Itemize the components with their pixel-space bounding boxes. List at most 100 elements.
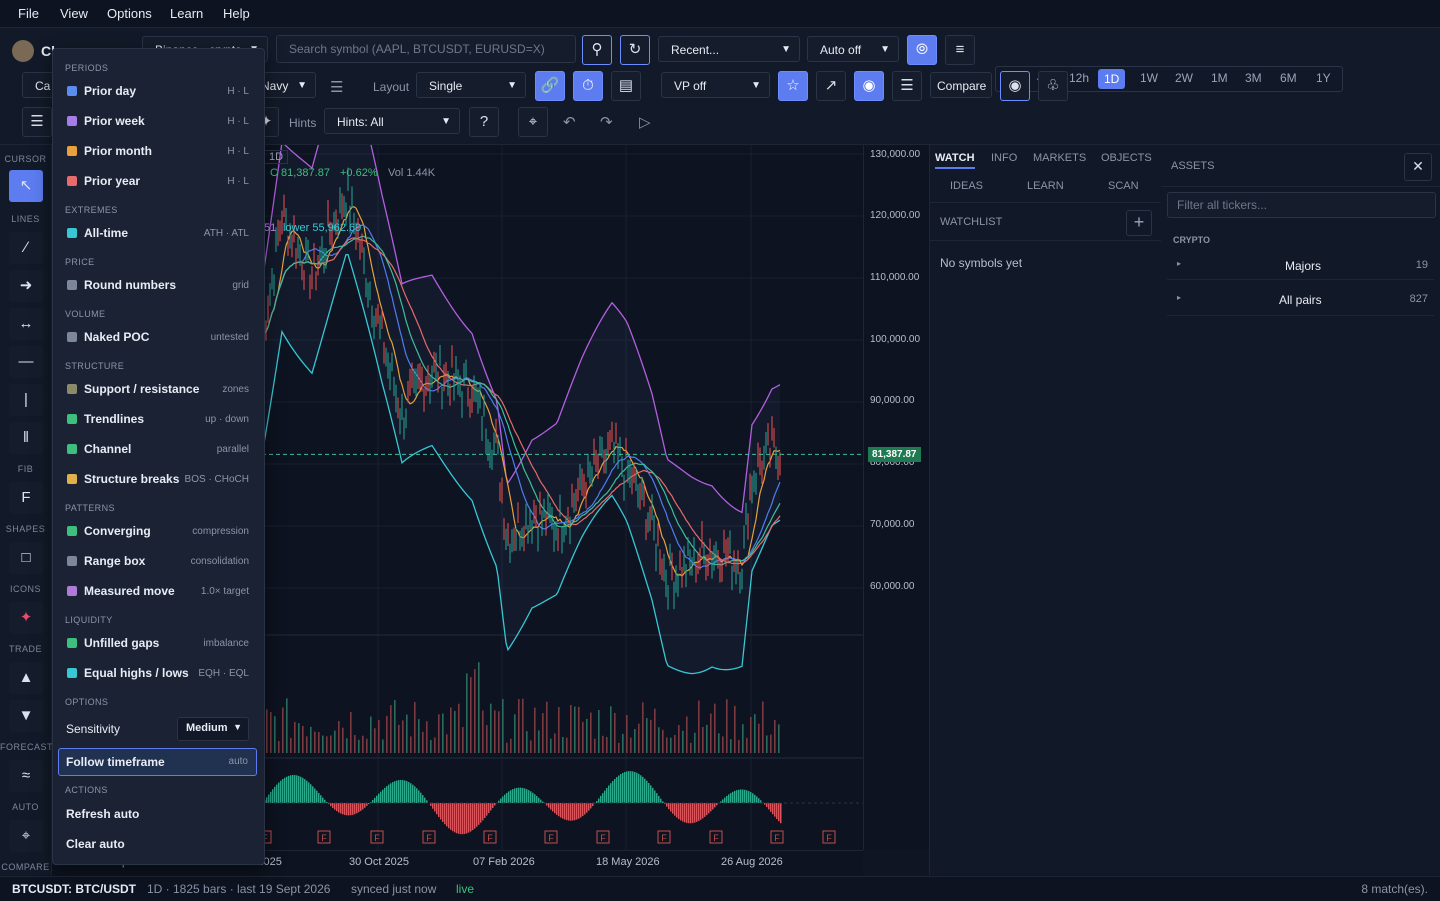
menu-options[interactable]: Options [107, 6, 152, 21]
compare-button[interactable]: Compare [930, 72, 992, 98]
tab-objects[interactable]: OBJECTS [1101, 152, 1152, 164]
cursor-tool[interactable]: ↖ [9, 170, 43, 202]
refresh-auto-button[interactable]: Refresh auto [66, 807, 139, 821]
asset-row-majors[interactable]: ▸ Majors 19 [1167, 251, 1434, 280]
hints-label: Hints [289, 116, 316, 130]
triangle-down-icon: ▼ [19, 707, 34, 724]
long-tool[interactable]: ▲ [9, 662, 43, 694]
tab-ideas[interactable]: IDEAS [950, 180, 983, 192]
menu-view[interactable]: View [60, 6, 88, 21]
pin-tool[interactable]: ✦ [9, 602, 43, 634]
tf-6m[interactable]: 6M [1280, 71, 1297, 85]
favorite-button[interactable]: ☆ [778, 71, 808, 101]
monitor-button[interactable]: ▤ [611, 71, 641, 101]
close-assets-button[interactable]: ✕ [1404, 153, 1432, 181]
price-axis[interactable]: 130,000.00 120,000.00 110,000.00 100,000… [863, 145, 929, 850]
follow-timeframe-toggle[interactable]: Follow timeframe auto [58, 748, 257, 776]
tf-1y[interactable]: 1Y [1316, 71, 1331, 85]
timer-button[interactable]: ⏱ [573, 71, 603, 101]
clear-auto-button[interactable]: Clear auto [66, 837, 125, 851]
crosshair-button[interactable]: ⌖ [518, 107, 548, 137]
tab-learn[interactable]: LEARN [1027, 180, 1064, 192]
alerts-button[interactable]: ♧ [1038, 71, 1068, 101]
trendline-tool[interactable]: ∕ [9, 232, 43, 264]
menu-file[interactable]: File [18, 6, 39, 21]
ideas-button[interactable]: ◉ [1000, 71, 1030, 101]
vertical-line-tool[interactable]: | [9, 384, 43, 416]
tab-watch[interactable]: WATCH [935, 152, 975, 169]
undo-icon[interactable]: ↶ [563, 113, 576, 131]
auto-tool[interactable]: ⌖ [9, 820, 43, 852]
volume-bar [630, 738, 632, 753]
layout-select[interactable]: Single▼ [416, 72, 526, 98]
extended-line-tool[interactable]: ↔ [9, 308, 43, 340]
forecast-tool[interactable]: ≈ [9, 760, 43, 792]
tab-info[interactable]: INFO [991, 152, 1017, 164]
oscillator-bar [772, 803, 774, 814]
search-input[interactable]: Search symbol (AAPL, BTCUSDT, EURUSD=X) [276, 35, 576, 63]
horizontal-line-tool[interactable]: — [9, 346, 43, 378]
sensitivity-select[interactable]: Medium ▼ [177, 717, 249, 741]
asset-row-all-pairs[interactable]: ▸ All pairs 827 [1167, 285, 1434, 316]
auto-select[interactable]: Auto off▼ [807, 36, 899, 62]
ray-tool[interactable]: ➜ [9, 270, 43, 302]
broadcast-button[interactable]: ⦾ [907, 35, 937, 65]
search-button[interactable]: ⚲ [582, 35, 612, 65]
short-tool[interactable]: ▼ [9, 700, 43, 732]
play-icon[interactable]: ▷ [639, 113, 651, 131]
avatar[interactable] [12, 40, 34, 62]
section-cursor: CURSOR [0, 154, 51, 164]
tab-markets[interactable]: MARKETS [1033, 152, 1086, 164]
rectangle-tool[interactable]: □ [9, 542, 43, 574]
parallel-channel-tool[interactable]: ‖ [9, 422, 43, 454]
hints-select[interactable]: Hints: All▼ [324, 108, 460, 134]
volume-bar [502, 699, 504, 753]
tf-3m[interactable]: 3M [1245, 71, 1262, 85]
menu-learn[interactable]: Learn [170, 6, 203, 21]
add-list-button[interactable]: ≡ [945, 35, 975, 65]
sliders-icon[interactable]: ☰ [330, 78, 343, 96]
oscillator-bar [714, 803, 716, 807]
refresh-button[interactable]: ↻ [620, 35, 650, 65]
volume-bar [610, 706, 612, 753]
redo-icon[interactable]: ↷ [600, 113, 613, 131]
tf-1w[interactable]: 1W [1140, 71, 1158, 85]
tab-scan[interactable]: SCAN [1108, 180, 1139, 192]
indicator-button[interactable]: ↗ [816, 71, 846, 101]
visibility-button[interactable]: ◉ [854, 71, 884, 101]
tf-1m[interactable]: 1M [1211, 71, 1228, 85]
volume-bar [554, 733, 556, 753]
add-symbol-button[interactable]: + [1126, 210, 1152, 236]
oscillator-bar [312, 786, 314, 803]
tf-2w[interactable]: 2W [1175, 71, 1193, 85]
tf-1d[interactable]: 1D [1098, 69, 1125, 89]
recent-select[interactable]: Recent...▼ [658, 36, 800, 62]
oscillator-bar [422, 795, 424, 803]
link-button[interactable]: 🔗 [535, 71, 565, 101]
tf-12h[interactable]: 12h [1069, 71, 1089, 85]
bars-button[interactable]: ☰ [892, 71, 922, 101]
layers-button[interactable]: ☰ [22, 107, 52, 137]
menu-help[interactable]: Help [223, 6, 250, 21]
oscillator-bar [402, 780, 404, 803]
help-button[interactable]: ? [469, 107, 499, 137]
fib-tool[interactable]: F [9, 482, 43, 514]
ticker-filter-input[interactable]: Filter all tickers... [1167, 192, 1436, 218]
vp-select[interactable]: VP off▼ [661, 72, 770, 98]
